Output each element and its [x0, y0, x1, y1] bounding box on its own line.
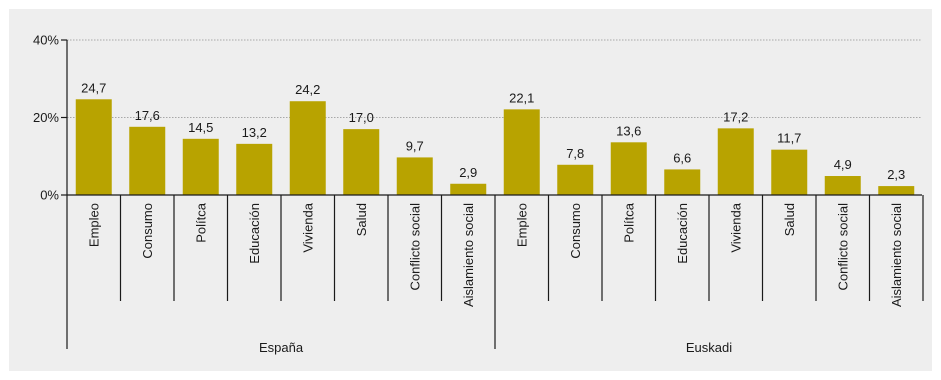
group-label: Euskadi	[686, 340, 732, 355]
category-label: Educación	[247, 203, 262, 264]
category-label: Polítca	[193, 202, 208, 243]
bar	[236, 143, 273, 195]
data-label: 17,0	[349, 110, 374, 125]
category-label: Educación	[675, 203, 690, 264]
category-label: Empleo	[86, 203, 101, 247]
data-label: 11,7	[777, 131, 801, 146]
data-label: 2,9	[459, 165, 477, 180]
category-label: Empleo	[514, 203, 529, 247]
category-label: Salud	[782, 203, 797, 236]
bar	[717, 128, 754, 195]
bar	[396, 157, 433, 195]
category-label: Consumo	[140, 203, 155, 259]
category-label: Vivienda	[300, 202, 315, 252]
y-tick-label: 0%	[40, 188, 59, 203]
bar	[343, 129, 380, 195]
group-label: España	[259, 340, 304, 355]
category-label: Consumo	[568, 203, 583, 259]
bar	[75, 99, 112, 195]
grid-lines	[67, 39, 922, 118]
bar-chart: 0% 20% 40% 24,7 Empleo 17,6 Consumo 14,5 Polítca…	[33, 33, 924, 356]
category-label: Conflicto social	[407, 203, 422, 291]
bar	[664, 169, 701, 195]
bar	[289, 101, 326, 195]
bar	[503, 109, 540, 195]
chart-panel: 0% 20% 40% 24,7 Empleo 17,6 Consumo 14,5 Polítca…	[9, 9, 932, 371]
data-label: 6,6	[673, 150, 691, 165]
y-tick-label: 40%	[33, 33, 59, 48]
data-label: 7,8	[566, 146, 584, 161]
category-label: Aislamiento social	[461, 203, 476, 307]
bars	[75, 99, 915, 195]
category-label: Conflicto social	[835, 203, 850, 291]
bar	[824, 176, 861, 195]
bar	[450, 183, 487, 195]
data-label: 17,2	[723, 109, 748, 124]
data-label: 24,7	[81, 80, 106, 95]
bar	[129, 126, 166, 195]
data-label: 13,6	[616, 123, 641, 138]
data-label: 2,3	[887, 167, 905, 182]
bar	[182, 138, 219, 195]
data-label: 14,5	[188, 120, 213, 135]
data-label: 13,2	[242, 125, 267, 140]
bar	[557, 164, 594, 195]
axes	[61, 39, 924, 349]
labels: 0% 20% 40% 24,7 Empleo 17,6 Consumo 14,5 Polítca…	[33, 33, 905, 356]
category-label: Salud	[354, 203, 369, 236]
data-label: 9,7	[406, 138, 424, 153]
data-label: 22,1	[509, 90, 534, 105]
bar	[771, 149, 808, 195]
data-label: 17,6	[135, 108, 160, 123]
category-label: Polítca	[621, 202, 636, 243]
data-label: 24,2	[295, 82, 320, 97]
category-label: Aislamiento social	[889, 203, 904, 307]
y-tick-label: 20%	[33, 110, 59, 125]
bar	[878, 186, 915, 195]
category-label: Vivienda	[728, 202, 743, 252]
data-label: 4,9	[834, 157, 852, 172]
bar	[610, 142, 647, 195]
